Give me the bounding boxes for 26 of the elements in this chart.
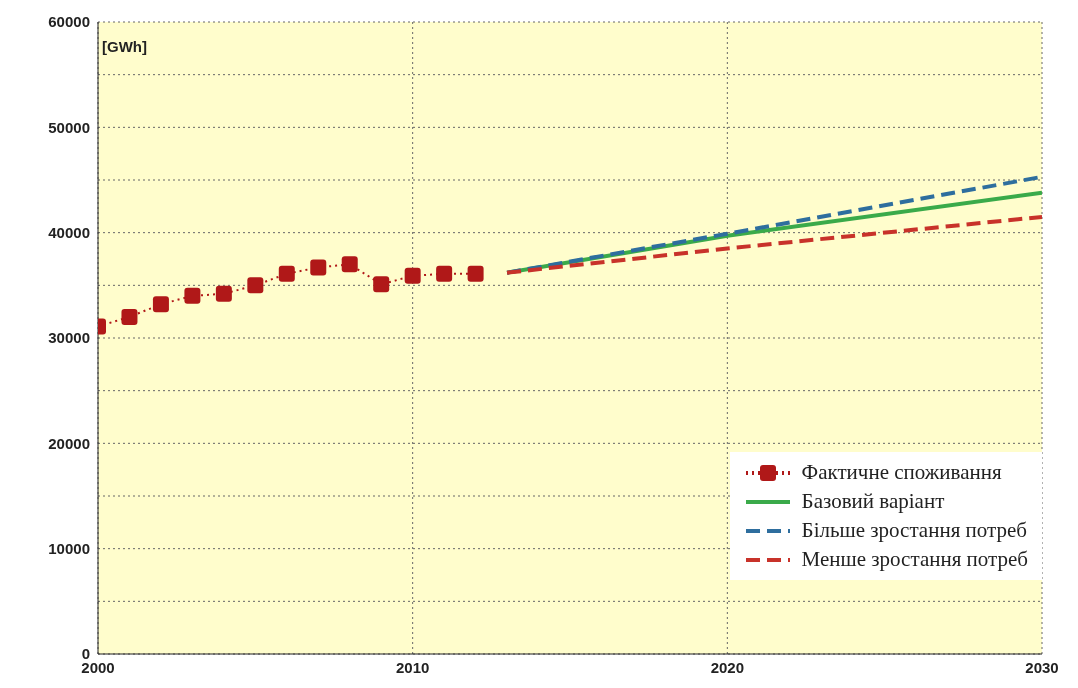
y-tick-label: 60000	[48, 13, 90, 31]
point	[373, 276, 390, 293]
point	[152, 296, 169, 313]
point	[436, 265, 453, 282]
y-tick-label: 40000	[48, 223, 90, 241]
legend-label: Менше зростання потреб	[801, 547, 1028, 572]
x-tick-label: 2020	[710, 658, 745, 676]
legend-label: Більше зростання потреб	[801, 518, 1027, 543]
y-tick-label: 30000	[48, 329, 90, 347]
y-tick-label: 20000	[48, 434, 90, 452]
point	[404, 267, 421, 284]
point	[215, 285, 232, 302]
y-tick-label: 50000	[48, 118, 90, 136]
y-axis-title: [GWh]	[102, 38, 147, 55]
point	[467, 265, 484, 282]
point	[121, 308, 138, 325]
point	[278, 265, 295, 282]
legend-label: Базовий варіант	[801, 489, 945, 514]
x-tick-label: 2010	[395, 658, 430, 676]
x-tick-label: 2030	[1025, 658, 1059, 676]
y-tick-label: 10000	[48, 539, 90, 557]
point	[341, 256, 358, 273]
point	[310, 259, 327, 276]
legend-label: Фактичне споживання	[801, 460, 1002, 485]
point	[184, 287, 201, 304]
point	[247, 277, 264, 294]
